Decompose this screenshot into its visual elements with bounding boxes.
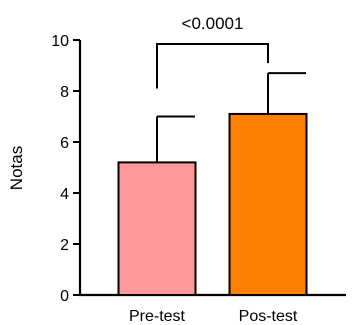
- x-tick-label-pre-test: Pre-test: [129, 308, 186, 325]
- bar-pre-test: [117, 161, 197, 296]
- significance-label: <0.0001: [182, 14, 244, 33]
- y-tick-label-2: 2: [60, 237, 69, 254]
- y-tick-label-4: 4: [60, 186, 69, 203]
- y-axis-title: Notas: [7, 146, 26, 190]
- y-tick-label-0: 0: [60, 288, 69, 305]
- y-tick-label-10: 10: [51, 33, 69, 50]
- y-tick-label-6: 6: [60, 135, 69, 152]
- x-tick-label-pos-test: Pos-test: [239, 308, 298, 325]
- y-tick-label-8: 8: [60, 84, 69, 101]
- significance-bracket: [156, 43, 269, 89]
- bar-pos-test: [228, 112, 308, 296]
